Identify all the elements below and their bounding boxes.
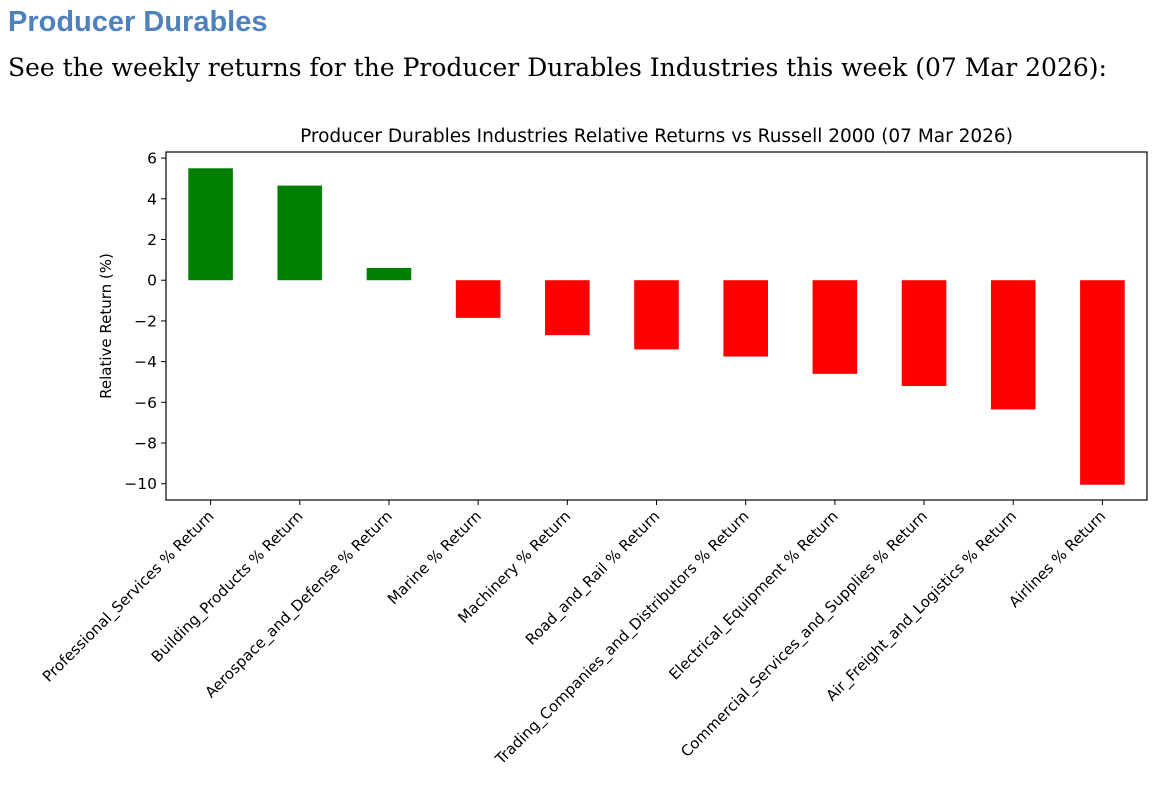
y-tick-label: −2 bbox=[134, 312, 157, 330]
y-tick-label: −10 bbox=[124, 475, 157, 493]
y-tick-label: 6 bbox=[147, 150, 157, 168]
x-tick-label: Marine % Return bbox=[384, 507, 485, 608]
bar-10 bbox=[990, 280, 1036, 410]
bar-3 bbox=[366, 268, 412, 281]
y-tick-label: −8 bbox=[134, 435, 157, 453]
bar-4 bbox=[455, 280, 501, 318]
bar-9 bbox=[901, 280, 947, 387]
y-tick-label: 4 bbox=[147, 190, 157, 208]
page-heading: Producer Durables bbox=[8, 6, 268, 38]
page-subtitle: See the weekly returns for the Producer … bbox=[8, 53, 1107, 82]
x-tick-label: Electrical_Equipment % Return bbox=[665, 507, 842, 684]
x-tick-label: Building_Products % Return bbox=[148, 507, 308, 667]
bar-2 bbox=[277, 185, 323, 281]
y-axis-label: Relative Return (%) bbox=[97, 253, 115, 399]
chart-title: Producer Durables Industries Relative Re… bbox=[300, 126, 1013, 147]
y-tick-label: 2 bbox=[147, 231, 157, 249]
x-tick-label: Air_Freight_and_Logistics % Return bbox=[822, 507, 1020, 705]
x-tick-label: Airlines % Return bbox=[1005, 507, 1109, 611]
x-tick-label: Aerospace_and_Defense % Return bbox=[201, 507, 396, 702]
bar-8 bbox=[812, 280, 858, 374]
x-tick-label: Professional_Services % Return bbox=[39, 507, 218, 686]
bar-1 bbox=[188, 168, 233, 281]
y-tick-label: 0 bbox=[147, 272, 157, 290]
y-tick-label: −4 bbox=[134, 353, 157, 371]
bar-11 bbox=[1080, 280, 1125, 485]
bar-6 bbox=[634, 280, 679, 350]
y-tick-label: −6 bbox=[134, 394, 157, 412]
bar-5 bbox=[545, 280, 590, 336]
bar-7 bbox=[723, 280, 768, 357]
